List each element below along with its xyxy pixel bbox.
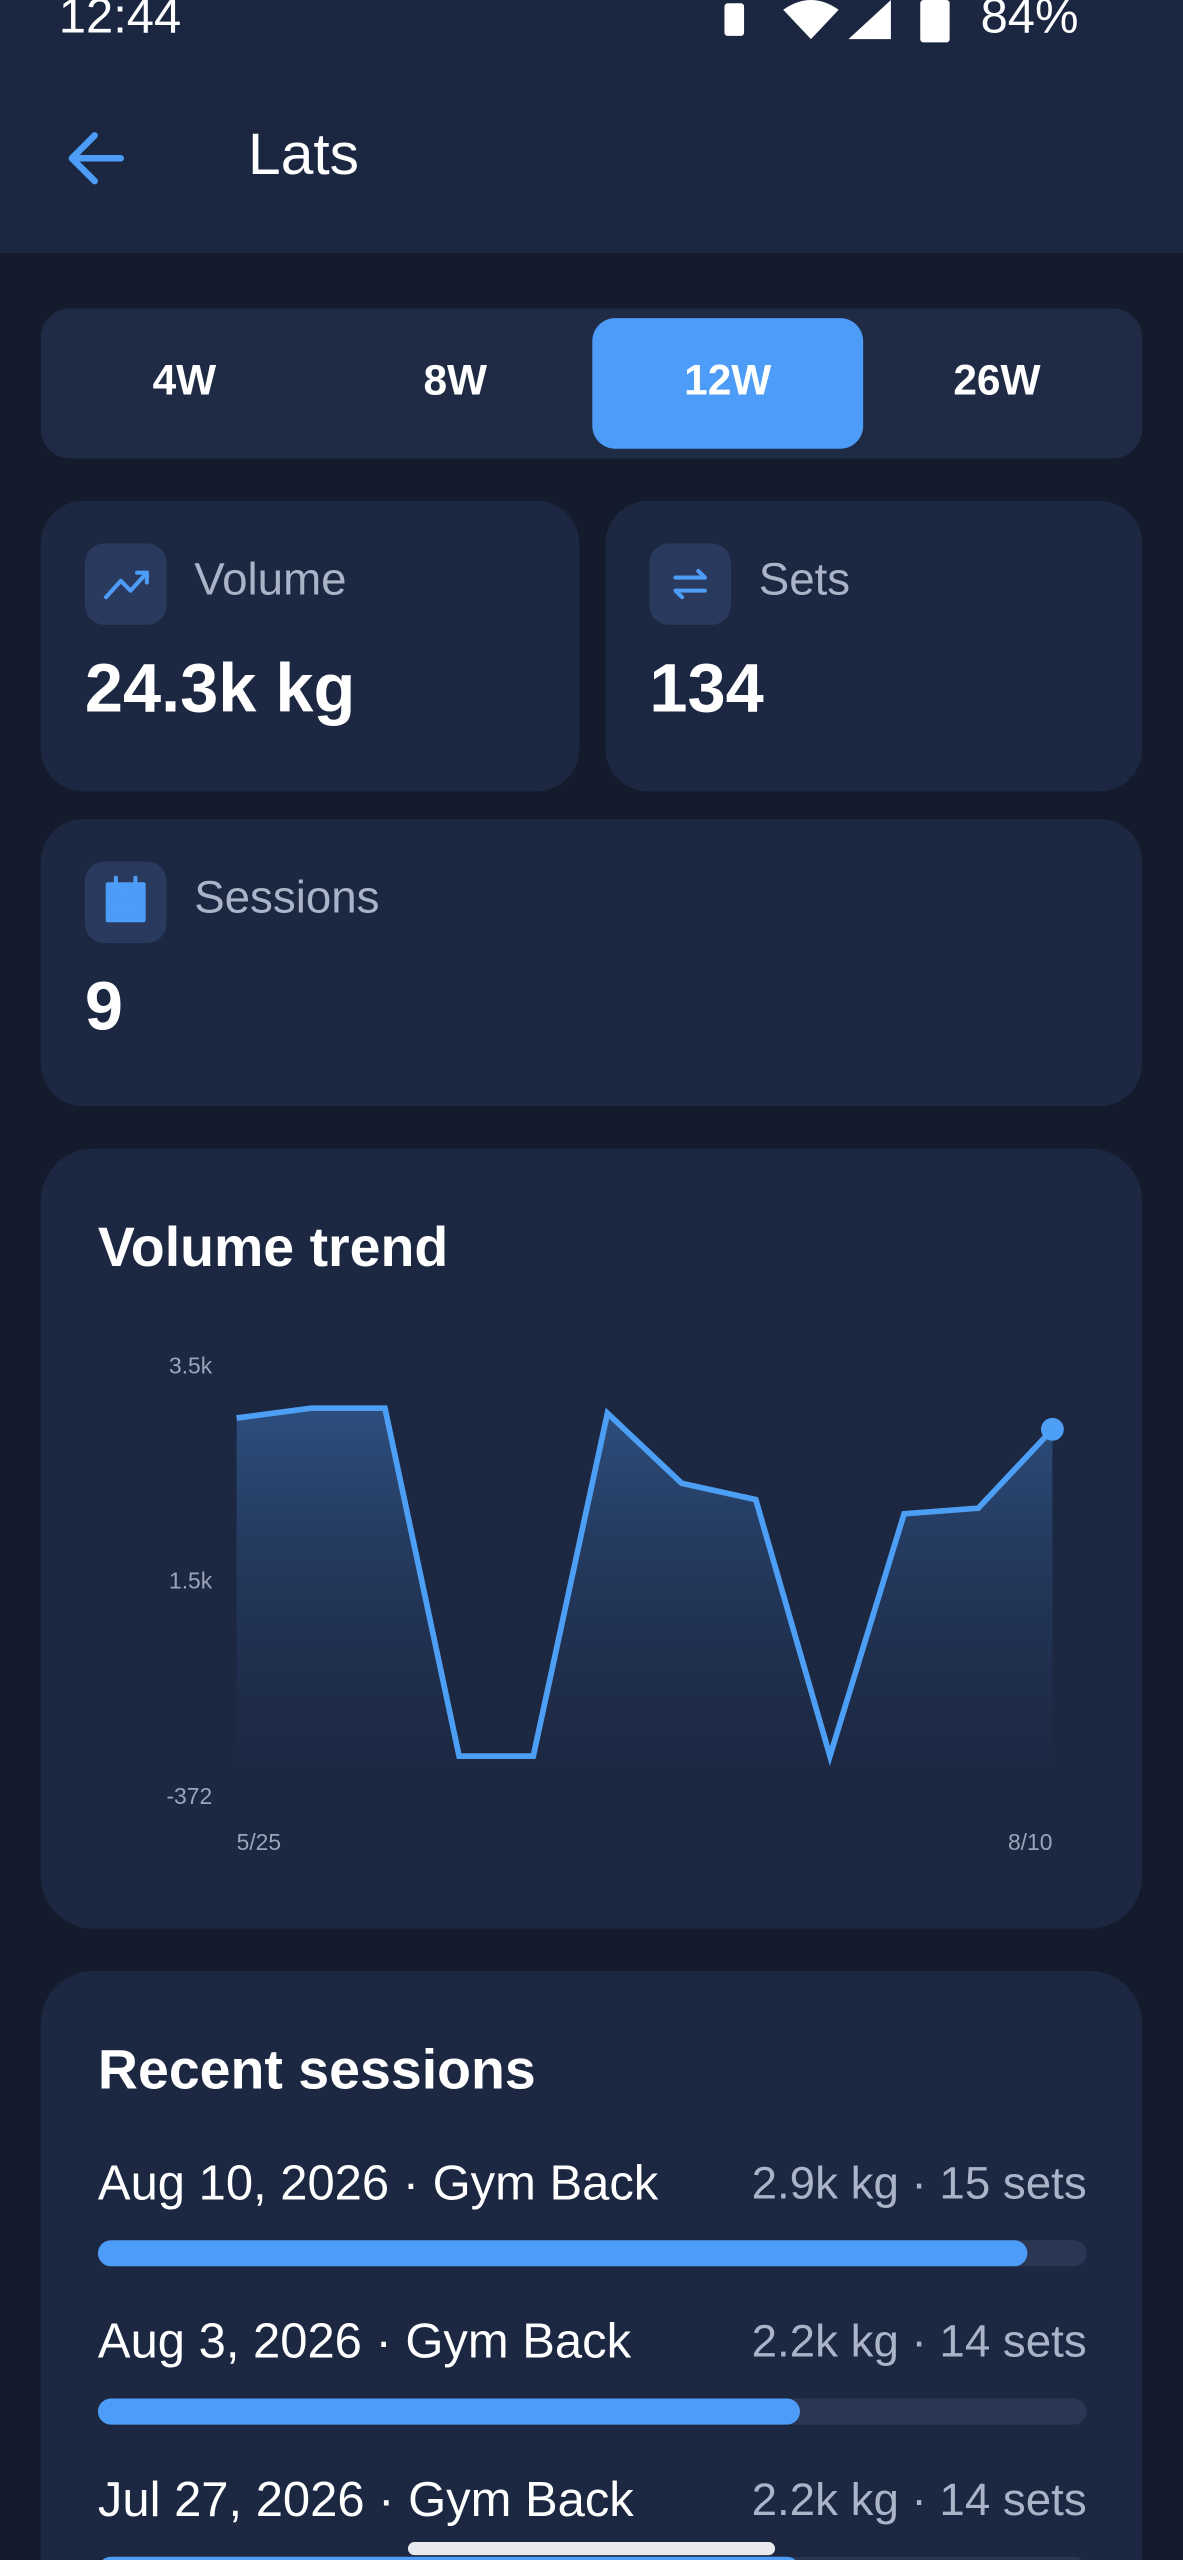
- stat-label: Sets: [759, 554, 850, 605]
- recent-list: Aug 10, 2026 · Gym Back 2.9k kg · 15 sets…: [97, 2156, 1087, 2560]
- stat-label: Sessions: [194, 872, 379, 923]
- signal-icon: [848, 0, 891, 40]
- stat-label: Volume: [194, 554, 346, 605]
- tab[interactable]: 26W: [953, 357, 1040, 404]
- y-tick-label: -372: [166, 1783, 212, 1809]
- tabs: 4W 8W 12W 26W: [153, 318, 1041, 449]
- progress-bar: [102, 2556, 796, 2560]
- status-time: 12:44: [59, 0, 181, 44]
- tab[interactable]: 12W: [592, 318, 864, 449]
- vibrate-icon: [724, 3, 745, 36]
- session-name: Aug 10, 2026 · Gym Back: [98, 2156, 659, 2210]
- tab[interactable]: 4W: [153, 357, 217, 404]
- status-battery: 84%: [981, 0, 1079, 44]
- stat-card-bg: [40, 500, 580, 792]
- stat-icon: [105, 875, 146, 923]
- tab-label: 4W: [153, 357, 217, 404]
- stat-card: Sessions 9: [40, 819, 1143, 1107]
- tab[interactable]: 8W: [423, 357, 487, 404]
- recent-title: Recent sessions: [98, 2038, 536, 2100]
- tab-label: 26W: [953, 357, 1040, 404]
- session-name: Aug 3, 2026 · Gym Back: [98, 2315, 632, 2369]
- chart-title: Volume trend: [98, 1216, 448, 1278]
- x-tick-label: 8/10: [1008, 1829, 1052, 1855]
- back-button[interactable]: [68, 132, 125, 185]
- home-indicator: [407, 2542, 776, 2556]
- stat-value: 134: [649, 650, 763, 727]
- session-row[interactable]: Aug 10, 2026 · Gym Back 2.9k kg · 15 sets: [97, 2156, 1087, 2267]
- stat-card: Volume 24.3k kg: [40, 500, 580, 792]
- session-summary: 2.2k kg · 14 sets: [752, 2474, 1087, 2525]
- battery-icon: [920, 0, 950, 43]
- x-tick-label: 5/25: [237, 1829, 281, 1855]
- status-icons: [724, 0, 950, 43]
- tab-bar: [40, 308, 1143, 459]
- stat-icon: [104, 570, 149, 600]
- stat-icon-bg: [649, 543, 732, 625]
- tab-selected-bg: [592, 318, 864, 449]
- chart: -372 1.5k 3.5k 5/25 8/10: [166, 1352, 1064, 1855]
- wifi-icon: [783, 0, 839, 40]
- app-bar: [0, 0, 1183, 253]
- session-summary: 2.9k kg · 15 sets: [752, 2157, 1087, 2208]
- y-tick-label: 1.5k: [169, 1568, 213, 1594]
- stat-value: 9: [85, 968, 123, 1045]
- stats: Volume 24.3k kg Sets 134 Sessions 9: [40, 500, 1143, 1107]
- stat-card: Sets 134: [605, 500, 1143, 792]
- progress-bar: [97, 2240, 1028, 2267]
- line: [236, 1405, 1055, 1767]
- y-tick-label: 3.5k: [169, 1352, 213, 1378]
- screen-title: Lats: [248, 122, 359, 187]
- stat-card-bg: [40, 819, 1143, 1107]
- tab-label: 12W: [684, 357, 771, 404]
- progress-bar: [97, 2398, 800, 2425]
- last-point: [1041, 1417, 1064, 1441]
- session-row[interactable]: Jul 27, 2026 · Gym Back 2.2k kg · 14 sets: [98, 2473, 1087, 2560]
- session-row[interactable]: Aug 3, 2026 · Gym Back 2.2k kg · 14 sets: [97, 2315, 1087, 2425]
- session-name: Jul 27, 2026 · Gym Back: [98, 2473, 634, 2527]
- stat-value: 24.3k kg: [85, 650, 355, 727]
- tab-label: 8W: [423, 357, 487, 404]
- session-summary: 2.2k kg · 14 sets: [752, 2316, 1087, 2367]
- stat-card-bg: [605, 500, 1143, 792]
- recent-section: Recent sessions Aug 10, 2026 · Gym Back 2…: [40, 1971, 1143, 2560]
- stat-icon: [673, 569, 707, 600]
